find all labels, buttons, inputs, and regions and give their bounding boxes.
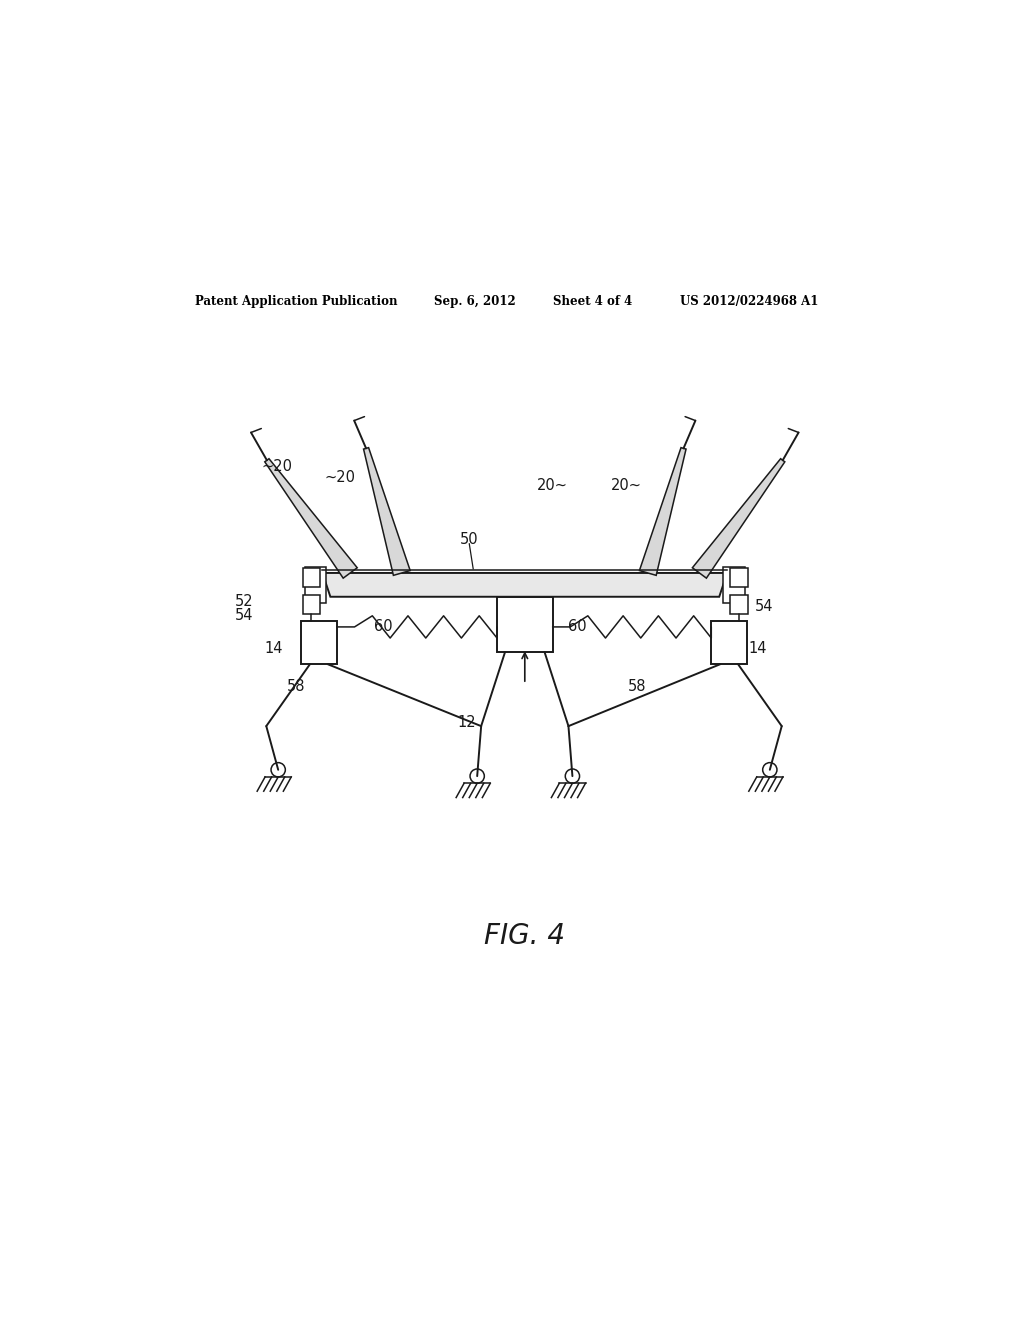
Text: ~20: ~20 (261, 459, 292, 474)
Text: 60: 60 (568, 619, 587, 635)
Polygon shape (639, 447, 686, 576)
Text: 12: 12 (458, 714, 476, 730)
Text: 14: 14 (264, 640, 283, 656)
Bar (730, 568, 748, 587)
Bar (723, 566, 744, 603)
Polygon shape (364, 447, 411, 576)
Text: Sheet 4 of 4: Sheet 4 of 4 (553, 296, 632, 308)
Polygon shape (692, 459, 784, 578)
Text: 58: 58 (287, 678, 305, 694)
Bar (301, 620, 337, 664)
Bar (303, 568, 321, 587)
Bar (730, 595, 748, 614)
Text: 20~: 20~ (537, 478, 567, 494)
Text: 52: 52 (236, 594, 254, 609)
Polygon shape (265, 459, 357, 578)
Text: 54: 54 (236, 607, 254, 623)
Text: ~20: ~20 (325, 470, 355, 486)
Text: 50: 50 (460, 532, 478, 546)
Bar (712, 620, 748, 664)
Bar (497, 597, 553, 652)
Bar (305, 566, 327, 603)
Text: 20~: 20~ (610, 478, 641, 494)
Text: US 2012/0224968 A1: US 2012/0224968 A1 (680, 296, 818, 308)
Text: 54: 54 (755, 599, 773, 614)
Text: Patent Application Publication: Patent Application Publication (196, 296, 398, 308)
Text: 58: 58 (628, 678, 646, 694)
Text: Sep. 6, 2012: Sep. 6, 2012 (433, 296, 515, 308)
Text: 60: 60 (374, 619, 392, 635)
Text: FIG. 4: FIG. 4 (484, 923, 565, 950)
Text: 14: 14 (749, 640, 767, 656)
Polygon shape (323, 573, 727, 597)
Bar (303, 595, 321, 614)
